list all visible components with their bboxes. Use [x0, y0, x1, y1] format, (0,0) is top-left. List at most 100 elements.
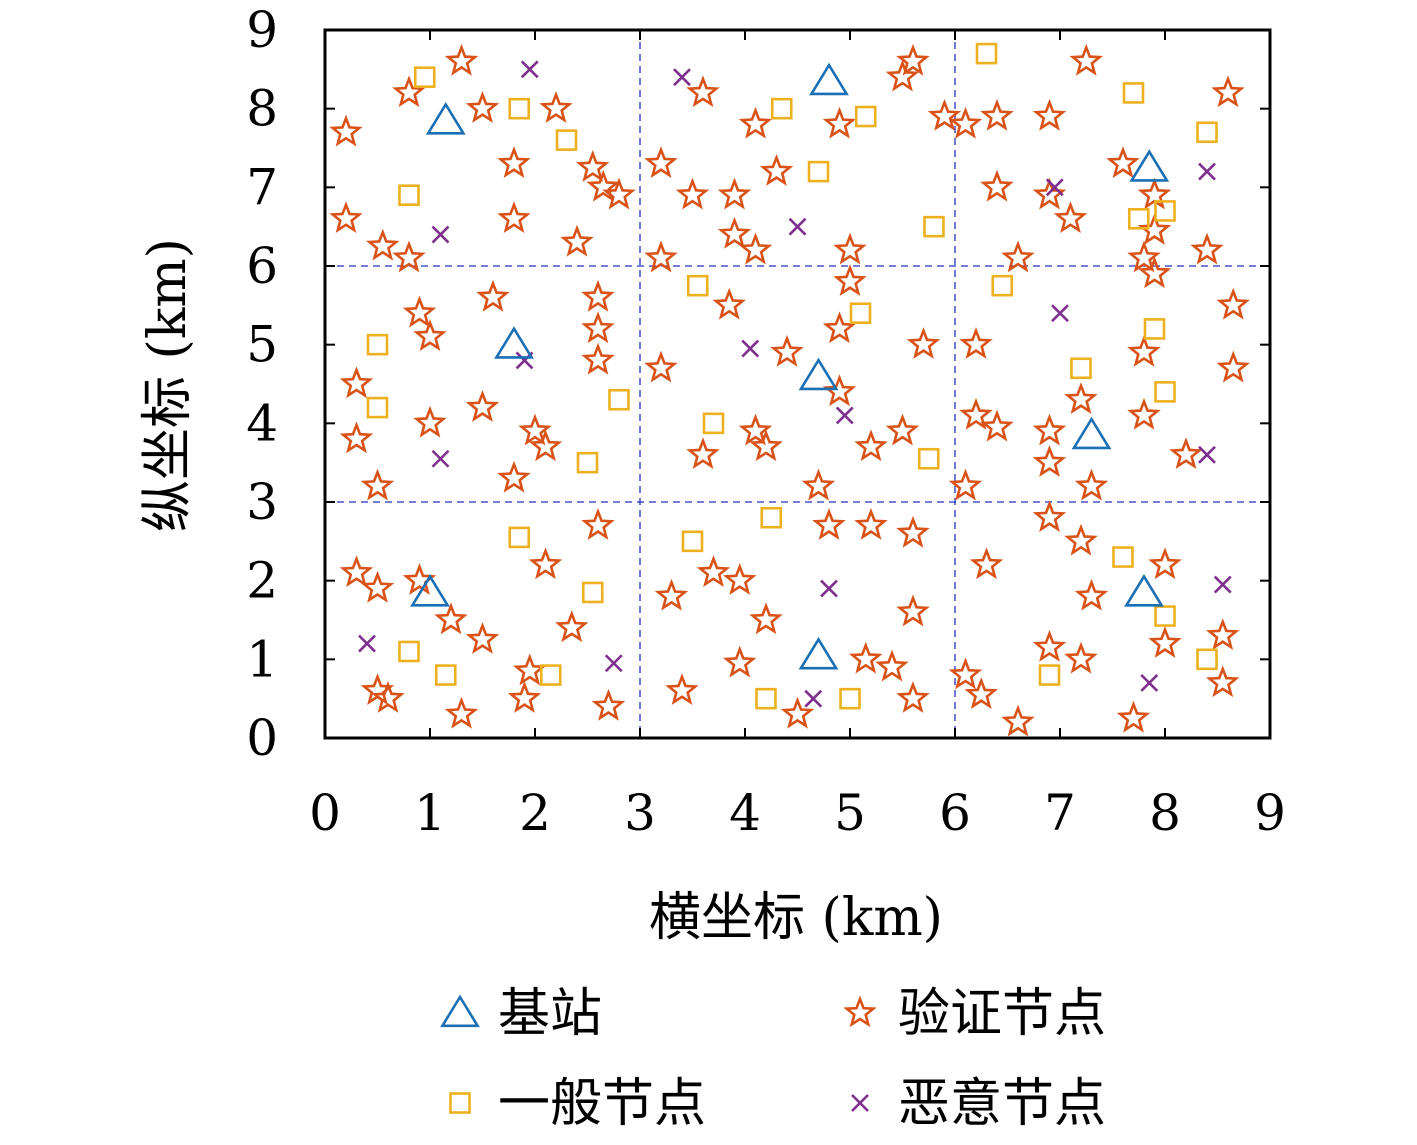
point-square [539, 664, 562, 686]
point-triangle [1129, 149, 1170, 182]
x-tick-label: 9 [1254, 784, 1286, 842]
point-x [1198, 445, 1216, 464]
point-star [948, 657, 983, 690]
point-square [1127, 208, 1150, 230]
point-star [339, 555, 374, 588]
legend-marker-triangle [440, 994, 480, 1028]
point-star [434, 602, 468, 635]
point-star [780, 696, 815, 729]
y-axis-label: 纵坐标 (km) [138, 238, 198, 532]
point-square [1154, 605, 1176, 627]
point-star [1074, 468, 1109, 501]
point-star [555, 610, 589, 643]
point-star [822, 311, 857, 344]
point-star [1137, 212, 1172, 245]
point-star [539, 91, 573, 123]
point-square [770, 97, 793, 120]
point-square [1070, 357, 1092, 380]
point-square [1038, 664, 1061, 686]
point-star [591, 688, 626, 721]
point-star [1032, 413, 1067, 446]
point-square [1196, 648, 1218, 671]
point-square [608, 388, 630, 411]
point-x [604, 654, 623, 673]
point-star [497, 460, 531, 493]
point-square [508, 97, 531, 120]
point-x [804, 689, 823, 708]
point-x [1198, 162, 1216, 181]
point-star [1190, 232, 1224, 265]
point-square [681, 530, 704, 553]
point-square [413, 66, 436, 88]
x-tick-label: 4 [729, 784, 761, 842]
x-tick-labels: 0 1 2 3 4 5 6 7 8 9 [309, 784, 1286, 842]
point-star [723, 645, 757, 678]
point-star [738, 106, 773, 139]
point-square [1122, 82, 1145, 104]
point-square [975, 42, 998, 65]
point-star [833, 232, 867, 265]
point-square [508, 526, 531, 549]
point-triangle [494, 326, 534, 359]
point-x [358, 634, 376, 653]
point-star [980, 169, 1014, 202]
point-star [723, 563, 757, 595]
point-square [434, 664, 457, 686]
point-star [1032, 500, 1067, 532]
point-star [528, 429, 563, 462]
point-x [820, 579, 838, 598]
point-star [644, 350, 678, 383]
point-star [712, 287, 746, 320]
point-x [1045, 178, 1064, 197]
point-star [1074, 578, 1109, 611]
point-triangle [1124, 573, 1164, 607]
point-star [959, 327, 993, 359]
point-star [1169, 437, 1203, 470]
point-square [366, 333, 389, 356]
point-square [923, 215, 945, 238]
point-star [476, 279, 510, 312]
point-square [398, 640, 420, 663]
point-star [885, 59, 920, 92]
point-star [465, 622, 500, 654]
plot-area-frame [323, 28, 1272, 740]
point-star [896, 681, 930, 713]
legend-label: 恶意节点 [898, 1074, 1106, 1134]
x-axis-label: 横坐标 (km) [649, 888, 943, 948]
point-star [759, 153, 794, 186]
point-star [849, 641, 883, 674]
point-triangle [410, 573, 450, 607]
point-square [398, 184, 420, 206]
point-star [770, 334, 804, 367]
point-star [1069, 43, 1103, 76]
point-square [702, 412, 725, 435]
point-star [1106, 146, 1140, 178]
point-star [665, 673, 699, 706]
point-star [896, 594, 930, 627]
point-x [835, 406, 854, 425]
point-star [749, 429, 783, 462]
point-star [1127, 240, 1161, 273]
point-star [602, 177, 636, 210]
point-square [991, 274, 1014, 297]
point-star [854, 507, 888, 540]
point-x [741, 339, 760, 358]
point-star [1211, 75, 1245, 108]
legend-marker-x [851, 1094, 869, 1112]
point-x [788, 217, 807, 236]
x-tick-label: 5 [834, 784, 866, 842]
point-star [969, 547, 1004, 580]
point-star [675, 177, 710, 210]
point-square [1112, 546, 1134, 568]
point-star [560, 224, 594, 257]
point-star [717, 177, 752, 210]
point-x [1051, 304, 1069, 323]
point-triangle [425, 101, 466, 135]
point-star [644, 240, 678, 273]
point-star [465, 91, 500, 123]
point-star [413, 319, 447, 352]
point-star [959, 397, 993, 430]
point-star [576, 150, 610, 182]
point-star [444, 43, 479, 76]
